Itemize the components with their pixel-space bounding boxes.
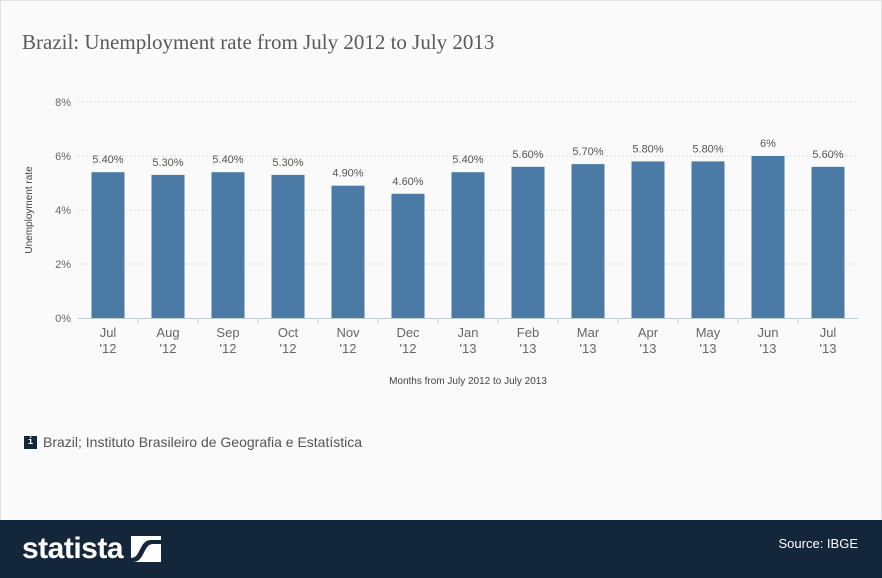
x-tick-label-year: '13 — [700, 341, 717, 356]
bar — [151, 174, 185, 318]
x-tick-label-year: '13 — [820, 341, 837, 356]
x-tick-label: Oct — [278, 325, 299, 340]
data-label: 5.80% — [632, 143, 663, 155]
x-tick-label: Jan — [458, 325, 479, 340]
x-tick-label: Aug — [156, 325, 179, 340]
x-tick-label-year: '12 — [100, 341, 117, 356]
chart-title: Brazil: Unemployment rate from July 2012… — [22, 30, 495, 54]
data-label: 5.60% — [512, 149, 543, 161]
x-tick-label-year: '13 — [640, 341, 657, 356]
bar — [391, 193, 425, 318]
bar — [511, 166, 545, 318]
y-tick-label: 2% — [55, 259, 71, 271]
x-tick-label-year: '12 — [340, 341, 357, 356]
data-label: 5.30% — [152, 157, 183, 169]
data-label: 5.40% — [212, 154, 243, 166]
data-label: 5.70% — [572, 146, 603, 158]
data-label: 5.30% — [272, 157, 303, 169]
data-label: 5.80% — [692, 143, 723, 155]
x-tick-label: Mar — [577, 325, 600, 340]
x-tick-label: Apr — [638, 325, 659, 340]
bar — [451, 172, 485, 318]
x-tick-label: Nov — [336, 325, 360, 340]
bar — [331, 185, 365, 318]
bar — [751, 156, 785, 318]
source-note: i Brazil; Instituto Brasileiro de Geogra… — [24, 434, 362, 450]
x-tick-label: Sep — [216, 325, 239, 340]
x-tick-label: Jul — [100, 325, 117, 340]
x-tick-label: Dec — [396, 325, 420, 340]
bar — [811, 166, 845, 318]
statista-logo[interactable]: statista — [22, 532, 162, 566]
bar-chart: 0%2%4%6%8%5.40%Jul'125.30%Aug'125.40%Sep… — [24, 97, 858, 387]
x-tick-label-year: '12 — [400, 341, 417, 356]
x-axis-label: Months from July 2012 to July 2013 — [389, 376, 547, 387]
x-tick-label-year: '12 — [160, 341, 177, 356]
data-label: 5.60% — [812, 149, 843, 161]
y-tick-label: 0% — [55, 313, 71, 325]
statista-logo-icon — [131, 536, 162, 562]
data-label: 5.40% — [452, 154, 483, 166]
y-tick-label: 4% — [55, 205, 71, 217]
source-note-text: Brazil; Instituto Brasileiro de Geografi… — [43, 434, 363, 450]
bar — [211, 172, 245, 318]
y-axis-label: Unemployment rate — [24, 166, 35, 254]
x-tick-label-year: '13 — [520, 341, 537, 356]
brand-name: statista — [22, 532, 124, 565]
y-tick-label: 6% — [55, 151, 71, 163]
bar — [631, 161, 665, 318]
x-tick-label: Feb — [517, 325, 539, 340]
data-label: 6% — [760, 138, 776, 150]
source-label: Source: IBGE — [778, 536, 858, 551]
bar — [271, 174, 305, 318]
x-tick-label-year: '12 — [220, 341, 237, 356]
x-tick-label: Jul — [820, 325, 837, 340]
footer: statista Source: IBGE — [0, 520, 882, 578]
x-tick-label-year: '12 — [280, 341, 297, 356]
bar — [691, 161, 725, 318]
x-tick-label: Jun — [758, 325, 779, 340]
x-tick-label: May — [696, 325, 721, 340]
bar — [91, 172, 125, 318]
y-tick-label: 8% — [55, 97, 71, 109]
x-tick-label-year: '13 — [580, 341, 597, 356]
data-label: 4.60% — [392, 176, 423, 188]
x-tick-label-year: '13 — [460, 341, 477, 356]
x-tick-label-year: '13 — [760, 341, 777, 356]
bar — [571, 164, 605, 318]
data-label: 5.40% — [92, 154, 123, 166]
data-label: 4.90% — [332, 168, 363, 180]
info-icon[interactable]: i — [24, 435, 37, 449]
